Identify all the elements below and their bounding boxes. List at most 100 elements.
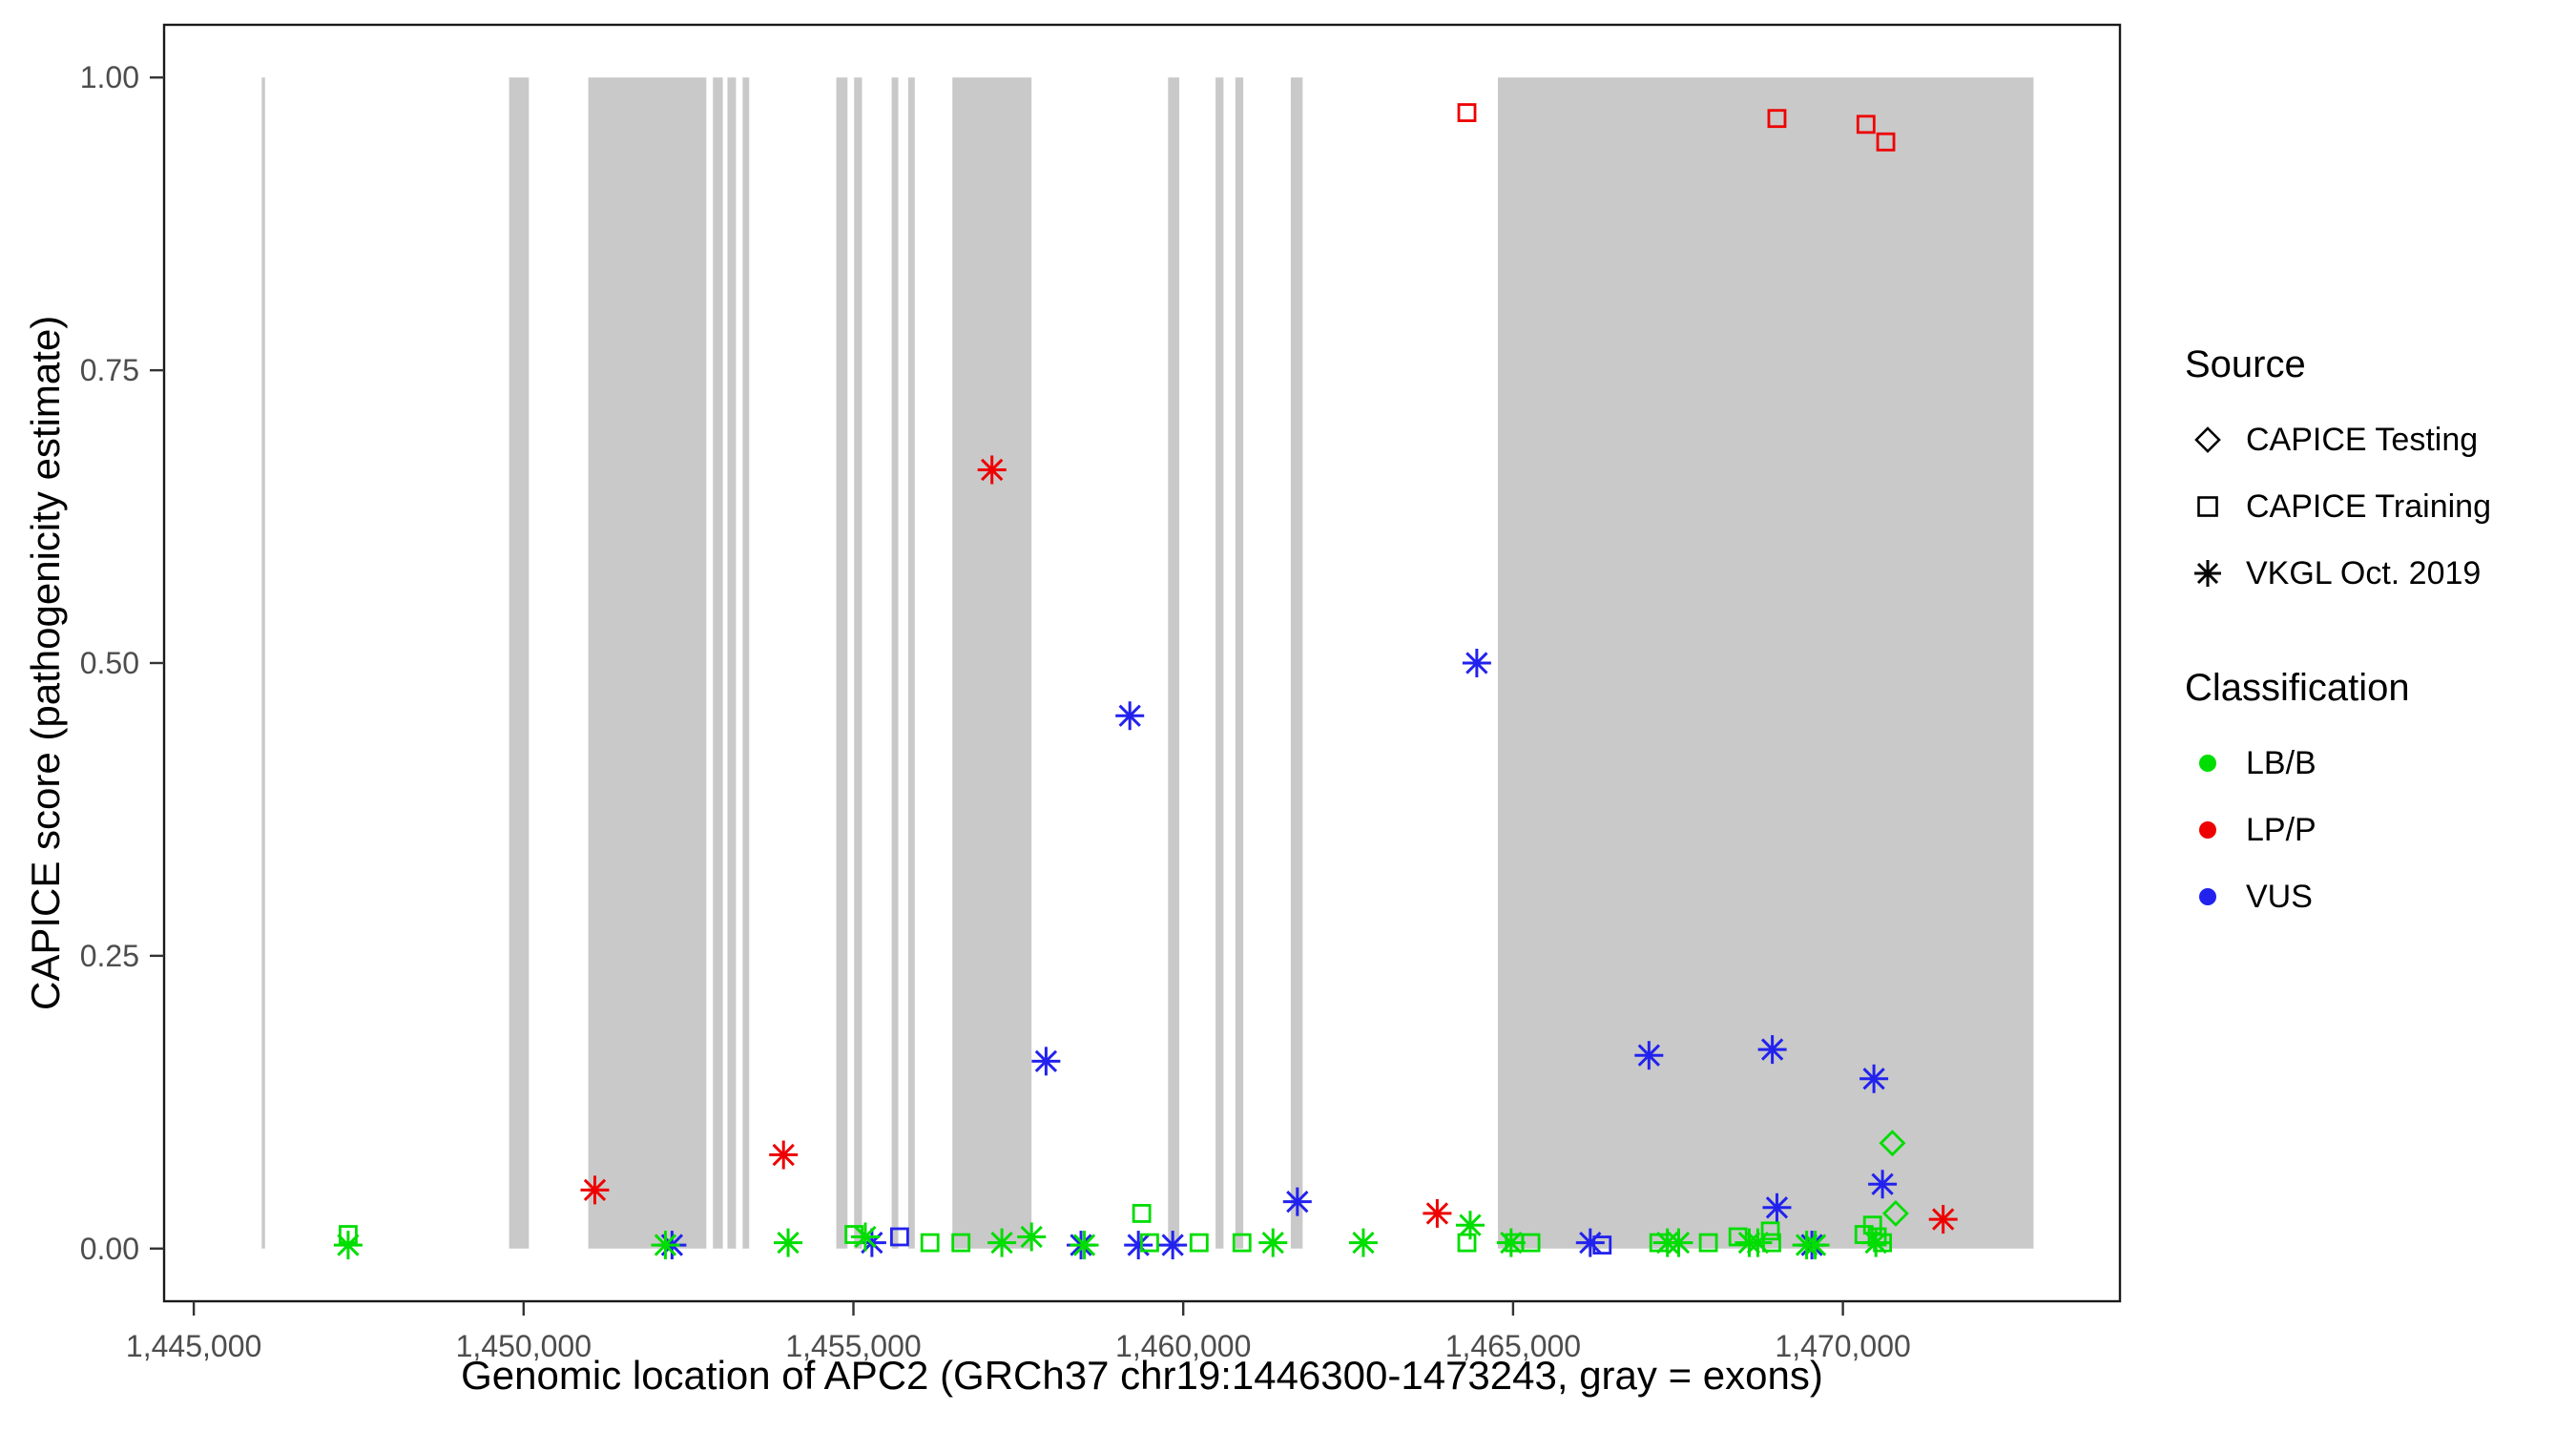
data-point	[1457, 103, 1477, 122]
data-point	[1881, 1199, 1909, 1227]
data-point	[1767, 109, 1787, 129]
data-point	[1592, 1235, 1612, 1255]
exon-band	[1498, 77, 2034, 1249]
data-point	[1070, 1231, 1099, 1260]
x-tick-label: 1,470,000	[1775, 1329, 1910, 1363]
diamond-icon	[2194, 426, 2221, 453]
data-point	[769, 1140, 799, 1170]
exon-band	[836, 77, 848, 1249]
y-tick-label: 0.75	[80, 353, 139, 387]
exon-band	[261, 77, 265, 1249]
legend-label: VUS	[2246, 878, 2313, 915]
data-point	[1634, 1041, 1664, 1070]
exon-band	[907, 77, 915, 1249]
legend-item-capice-training: CAPICE Training	[2185, 480, 2491, 533]
data-point	[1876, 132, 1896, 152]
data-point	[1258, 1228, 1288, 1257]
legend-item-vus: VUS	[2185, 870, 2491, 923]
data-point	[1132, 1204, 1152, 1223]
legend-item-lbb: LB/B	[2185, 736, 2491, 790]
data-point	[1879, 1130, 1906, 1157]
data-point	[1728, 1227, 1748, 1247]
y-tick-label: 0.50	[80, 646, 139, 680]
data-point	[1140, 1233, 1159, 1253]
data-point	[1861, 1228, 1891, 1257]
exon-band	[952, 77, 1032, 1249]
data-point	[987, 1228, 1017, 1257]
asterisk-icon	[2194, 560, 2221, 587]
dot-icon-vus	[2199, 888, 2216, 905]
x-tick-label: 1,450,000	[456, 1329, 592, 1363]
x-tick-label: 1,455,000	[785, 1329, 921, 1363]
data-point	[1868, 1170, 1898, 1199]
x-tick-label: 1,460,000	[1115, 1329, 1251, 1363]
data-point	[1348, 1228, 1378, 1257]
data-point	[580, 1175, 610, 1205]
data-point	[1862, 1215, 1882, 1235]
data-point	[1664, 1228, 1693, 1257]
data-point	[1017, 1222, 1047, 1252]
exon-band	[1168, 77, 1180, 1249]
data-point	[1928, 1205, 1958, 1234]
exon-band	[1215, 77, 1224, 1249]
legend: Source CAPICE Testing CAPICE Training	[2185, 343, 2491, 923]
legend-label: CAPICE Testing	[2246, 421, 2479, 458]
data-point	[1743, 1228, 1773, 1257]
dot-icon-lpp	[2199, 821, 2216, 839]
exon-band	[1290, 77, 1303, 1249]
data-point	[850, 1222, 880, 1252]
data-point	[1457, 1233, 1477, 1253]
y-tick-label: 1.00	[80, 60, 139, 94]
data-point	[920, 1233, 940, 1253]
data-point	[1232, 1233, 1252, 1253]
y-tick-label: 0.00	[80, 1232, 139, 1266]
data-point	[1762, 1192, 1792, 1222]
exon-band	[588, 77, 707, 1249]
data-point	[977, 455, 1007, 485]
legend-item-lpp: LP/P	[2185, 803, 2491, 857]
data-point	[1859, 1064, 1889, 1093]
legend-title-source: Source	[2185, 343, 2306, 385]
legend-group-source: Source CAPICE Testing CAPICE Training	[2185, 343, 2491, 600]
legend-label: VKGL Oct. 2019	[2246, 554, 2482, 591]
legend-title-classification: Classification	[2185, 667, 2410, 709]
legend-group-classification: Classification LB/B LP/P VUS	[2185, 667, 2491, 923]
data-point	[1455, 1211, 1485, 1240]
legend-label: CAPICE Training	[2246, 487, 2491, 525]
legend-item-capice-testing: CAPICE Testing	[2185, 413, 2491, 467]
exon-band	[742, 77, 750, 1249]
y-axis-title: CAPICE score (pathogenicity estimate)	[23, 315, 68, 1011]
legend-item-vkgl: VKGL Oct. 2019	[2185, 547, 2491, 600]
data-point	[1760, 1221, 1780, 1241]
data-point	[890, 1227, 909, 1247]
exon-band	[854, 77, 862, 1249]
data-point	[1423, 1198, 1452, 1228]
dot-icon-lbb	[2199, 755, 2216, 772]
data-point	[1462, 649, 1491, 677]
exon-band	[1235, 77, 1244, 1249]
square-icon	[2197, 496, 2218, 517]
data-point	[951, 1233, 971, 1253]
y-tick-label: 0.25	[80, 939, 139, 973]
data-point	[1282, 1187, 1312, 1216]
x-axis-title: Genomic location of APC2 (GRCh37 chr19:1…	[461, 1353, 1823, 1398]
data-point	[333, 1231, 363, 1260]
exon-band	[509, 77, 530, 1249]
legend-label: LP/P	[2246, 811, 2316, 848]
x-tick-label: 1,445,000	[126, 1329, 261, 1363]
exon-band	[727, 77, 737, 1249]
data-point	[1856, 114, 1876, 135]
data-point	[1757, 1035, 1787, 1065]
data-point	[651, 1231, 680, 1260]
data-point	[1189, 1233, 1209, 1253]
exon-band	[891, 77, 899, 1249]
data-point	[1031, 1047, 1061, 1076]
data-point	[1115, 701, 1145, 731]
data-point	[1158, 1231, 1188, 1260]
data-point	[1698, 1233, 1718, 1253]
x-tick-label: 1,465,000	[1445, 1329, 1581, 1363]
data-point	[774, 1228, 803, 1257]
exon-band	[713, 77, 723, 1249]
data-point	[1575, 1228, 1605, 1257]
